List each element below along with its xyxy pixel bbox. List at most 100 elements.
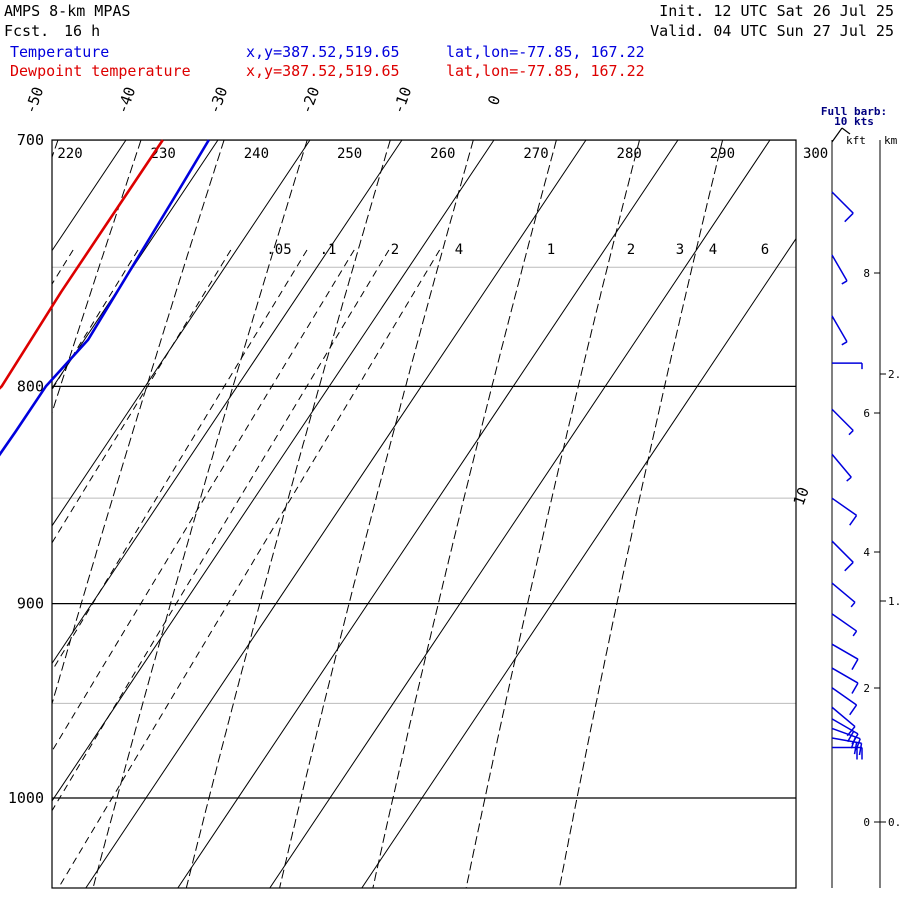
wind-barb-flag — [841, 341, 848, 346]
wind-barb-staff — [831, 254, 848, 282]
valid-time: Valid. 04 UTC Sun 27 Jul 25 — [650, 22, 894, 40]
wind-barb-staff — [831, 453, 852, 478]
isotherm-line — [52, 140, 403, 665]
mixing-ratio-label: 4 — [455, 242, 463, 258]
forecast-label: Fcst. — [4, 22, 50, 40]
kft-unit-label: kft — [846, 134, 866, 147]
km-tick-label: 0. — [888, 816, 900, 829]
barb-legend-title: Full barb: — [821, 105, 887, 118]
mixing-ratio-label: 2 — [391, 242, 399, 258]
isotherm-label: 10 — [790, 485, 813, 508]
dry-adiabat-label: 240 — [244, 146, 269, 162]
wind-barb-flag — [858, 743, 863, 756]
temperature-profile-line — [0, 139, 210, 457]
forecast-hour: 16 h — [64, 22, 101, 40]
isotherm-line — [52, 140, 311, 527]
pressure-tick-label: 1000 — [8, 789, 44, 807]
km-tick-label: 2. — [888, 368, 900, 381]
wind-barb-staff — [831, 687, 858, 706]
isotherm-line — [361, 237, 796, 888]
dry-adiabat-label: 290 — [710, 146, 735, 162]
dry-adiabat-label: 260 — [430, 146, 455, 162]
mixing-ratio-line — [52, 249, 390, 812]
dry-adiabat-label: 270 — [523, 146, 548, 162]
wind-barb-flag — [848, 429, 854, 436]
wind-barb-staff — [831, 582, 856, 603]
wind-barb-flag — [850, 736, 857, 749]
dry-adiabat — [372, 140, 557, 888]
dry-adiabat — [279, 140, 474, 888]
dew-latlon-readout: lat,lon=-77.85, 167.22 — [446, 62, 645, 80]
dry-adiabat-label: 220 — [57, 146, 82, 162]
wind-barb-flag — [841, 280, 848, 285]
isotherm-label: -30 — [205, 84, 231, 116]
pressure-tick-label: 800 — [17, 377, 44, 395]
temp-xy-readout: x,y=387.52,519.65 — [246, 43, 400, 61]
dry-adiabat-label: 280 — [617, 146, 642, 162]
isotherm-line — [85, 140, 587, 888]
dry-adiabat — [559, 140, 724, 888]
dry-adiabat — [92, 140, 308, 888]
isotherm-line — [0, 140, 34, 888]
dry-adiabat-label: 300 — [803, 146, 828, 162]
init-time: Init. 12 UTC Sat 26 Jul 25 — [659, 2, 894, 20]
mixing-ratio-label: 4 — [709, 242, 717, 258]
wind-barb-staff — [831, 737, 862, 744]
mixing-ratio-label: 2 — [627, 242, 635, 258]
dry-adiabat — [52, 140, 225, 706]
km-unit-label: km — [884, 134, 898, 147]
wind-barb-flag — [851, 682, 859, 694]
mixing-ratio-line — [52, 249, 355, 752]
isotherm-label: -50 — [21, 84, 47, 116]
plot-area-layer — [0, 140, 796, 888]
wind-barb-staff — [831, 497, 858, 517]
kft-tick-label: 8 — [863, 267, 870, 280]
wind-barb-staff — [831, 667, 859, 684]
wind-barb-flag — [844, 212, 854, 223]
isotherm-line — [269, 140, 771, 888]
dew-xy-readout: x,y=387.52,519.65 — [246, 62, 400, 80]
dewpoint-profile-line — [0, 139, 164, 390]
mixing-ratio-line — [52, 249, 308, 672]
barb-legend-value: 10 kts — [834, 115, 874, 128]
barb-legend-sample — [841, 127, 851, 135]
isotherm-line — [52, 140, 219, 390]
mixing-ratio-label: 3 — [676, 242, 684, 258]
pressure-tick-label: 900 — [17, 595, 44, 613]
wind-barb-staff — [831, 191, 854, 214]
dry-adiabat — [465, 140, 640, 888]
isotherm-label: 0 — [484, 93, 504, 108]
barb-legend-sample — [831, 127, 843, 143]
wind-barb-staff — [831, 540, 854, 563]
isotherm-line — [52, 140, 495, 802]
dry-adiabat — [52, 140, 59, 159]
mixing-ratio-label: 6 — [761, 242, 769, 258]
pressure-tick-label: 700 — [17, 131, 44, 149]
wind-barb-flag — [852, 630, 858, 637]
kft-tick-label: 4 — [863, 546, 870, 559]
wind-barb-flag — [844, 561, 854, 572]
isotherm-label: -10 — [389, 84, 415, 116]
wind-barb-flag — [849, 704, 858, 716]
dry-adiabat — [52, 140, 142, 415]
isotherm-line — [177, 140, 679, 888]
mixing-ratio-label: .1 — [320, 242, 337, 258]
wind-barb-flag — [847, 730, 855, 743]
isotherm-line — [52, 140, 127, 252]
wind-barb-flag — [850, 601, 856, 608]
km-tick-label: 1. — [888, 595, 900, 608]
mixing-ratio-line — [59, 249, 441, 886]
kft-tick-label: 6 — [863, 407, 870, 420]
wind-barb-staff — [831, 315, 848, 343]
wind-barb-flag — [851, 658, 859, 670]
isotherm-label: -20 — [297, 84, 323, 116]
mixing-ratio-label: .05 — [266, 242, 291, 258]
wind-barb-staff — [831, 643, 859, 660]
wind-barb-staff — [831, 613, 858, 632]
wind-barb-staff — [831, 706, 856, 728]
kft-tick-label: 2 — [863, 682, 870, 695]
dry-adiabat-label: 250 — [337, 146, 362, 162]
dewpoint-legend: Dewpoint temperature — [10, 62, 191, 80]
